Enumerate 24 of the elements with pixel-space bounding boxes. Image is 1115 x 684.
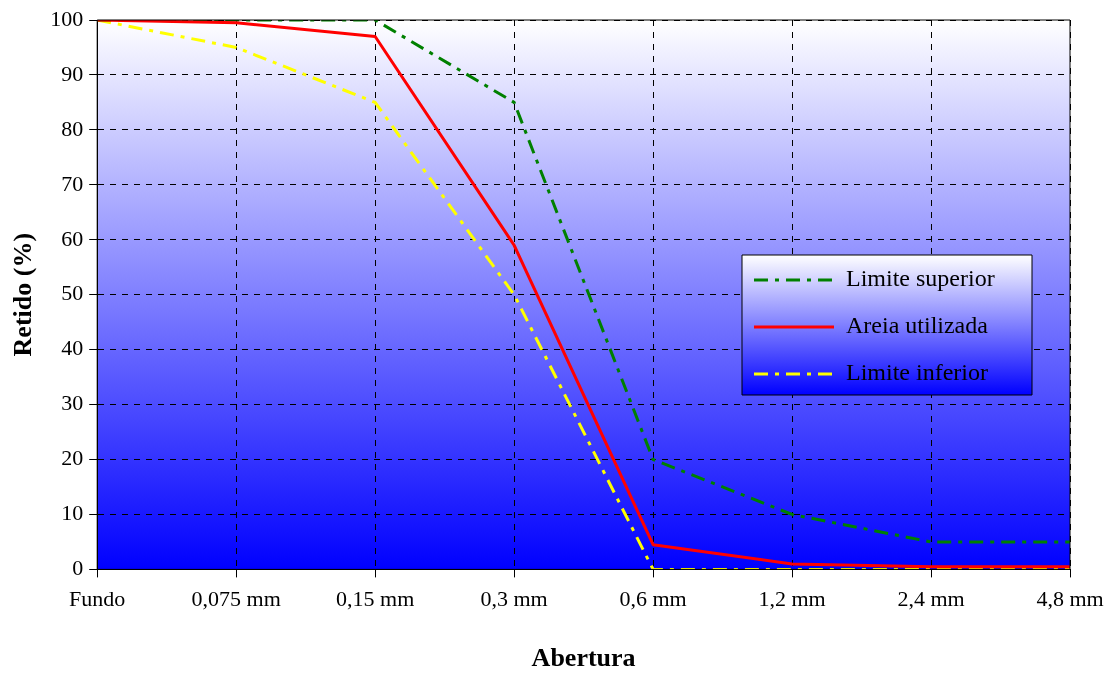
y-tick-label: 100 [50, 5, 84, 31]
y-tick-label: 50 [61, 280, 84, 306]
y-tick-label: 30 [61, 390, 84, 416]
y-tick-label: 60 [61, 225, 84, 251]
y-tick-label: 40 [61, 335, 84, 361]
legend-label: Limite superior [846, 265, 995, 292]
legend-label: Limite inferior [846, 359, 988, 386]
y-axis-title: Retido (%) [8, 232, 38, 357]
x-tick-label: 1,2 mm [758, 586, 826, 612]
x-tick-label: 2,4 mm [897, 586, 965, 612]
y-tick-label: 0 [72, 555, 84, 581]
legend-label: Areia utilizada [846, 312, 989, 339]
x-tick-label: 0,15 mm [336, 586, 415, 612]
x-tick-label: 0,075 mm [191, 586, 281, 612]
y-tick-label: 70 [61, 170, 84, 196]
x-tick-label: 0,3 mm [480, 586, 548, 612]
y-tick-label: 10 [61, 500, 84, 526]
y-tick-label: 20 [61, 445, 84, 471]
y-tick-label: 90 [61, 60, 84, 86]
y-tick-label: 80 [61, 115, 84, 141]
x-axis-title: Abertura [531, 643, 636, 673]
x-tick-label: 0,6 mm [619, 586, 687, 612]
x-tick-label: 4,8 mm [1036, 586, 1104, 612]
x-tick-label: Fundo [69, 586, 126, 612]
